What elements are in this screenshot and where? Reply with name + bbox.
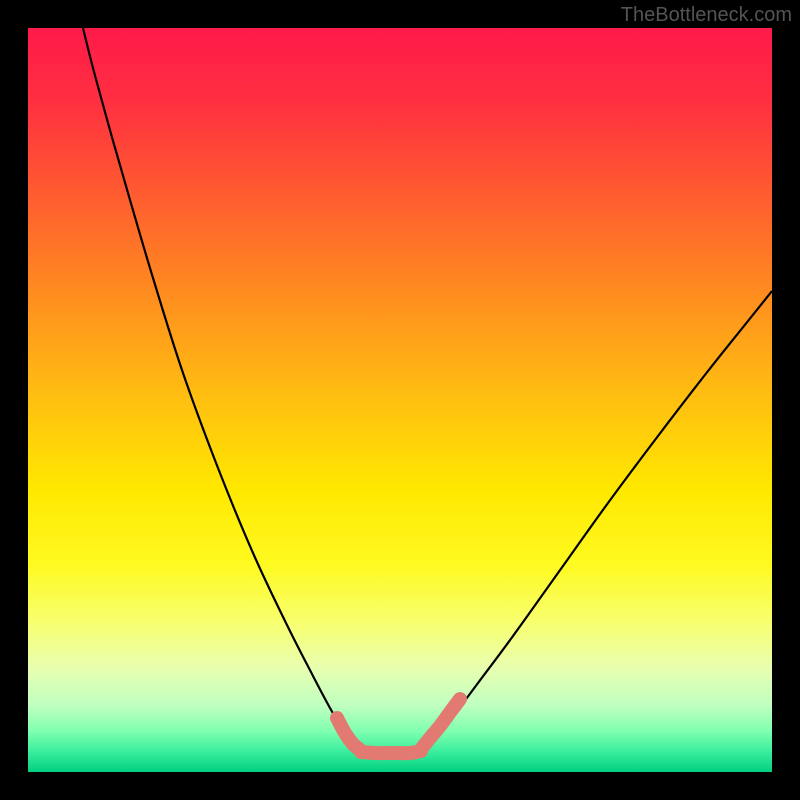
watermark-text: TheBottleneck.com	[621, 4, 792, 27]
marker-segment-1	[361, 751, 421, 753]
curve-layer	[28, 28, 772, 772]
curve-bottleneck-curve	[83, 28, 772, 752]
marker-segment-0	[337, 718, 359, 749]
chart-container: TheBottleneck.com	[0, 0, 800, 800]
marker-segment-2	[422, 699, 460, 748]
plot-area	[28, 28, 772, 772]
